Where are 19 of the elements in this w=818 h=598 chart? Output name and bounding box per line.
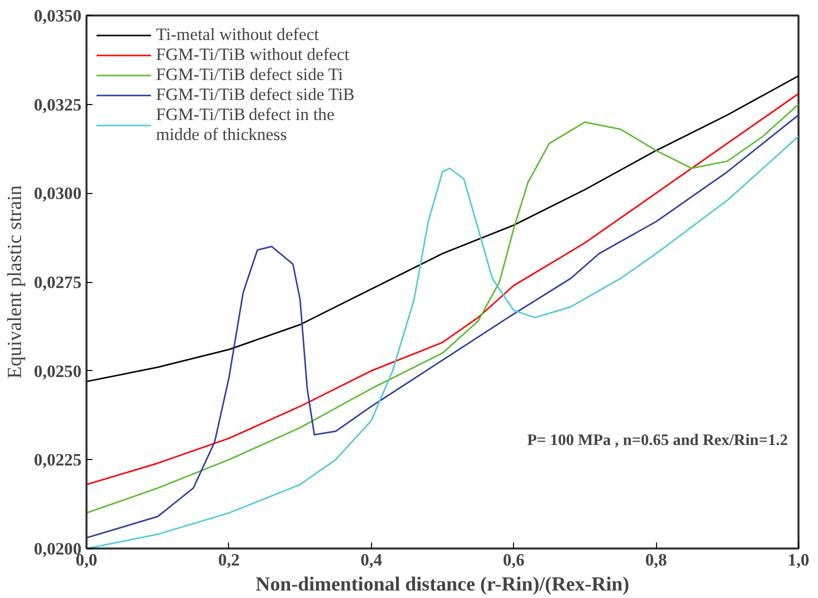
y-tick-label: 0,0275: [34, 273, 82, 292]
x-tick-label: 0,2: [218, 550, 240, 570]
x-tick-label: 0,4: [360, 550, 382, 570]
y-axis-title: Equivalent plastic strain: [4, 185, 26, 379]
y-tick-label: 0,0325: [34, 95, 82, 114]
legend-label: FGM-Ti/TiB without defect: [156, 45, 350, 65]
legend-label: FGM-Ti/TiB defect side Ti: [156, 65, 343, 85]
y-tick-label: 0,0300: [34, 184, 82, 204]
y-tick-label: 0,0250: [34, 362, 82, 381]
x-axis-title: Non-dimentional distance (r-Rin)/(Rex-Rin): [256, 574, 630, 596]
x-tick-label: 1,0: [788, 550, 810, 570]
legend-label: FGM-Ti/TiB defect side TiB: [156, 85, 355, 105]
y-tick-label: 0,0225: [34, 450, 82, 470]
legend-label: Ti-metal without defect: [156, 25, 319, 45]
x-tick-label: 0,8: [645, 550, 668, 570]
x-tick-label: 0,6: [502, 550, 525, 570]
annotation: P= 100 MPa , n=0.65 and Rex/Rin=1.2: [527, 432, 788, 450]
legend-label: FGM-Ti/TiB defect in the midde of thickness: [156, 105, 334, 145]
y-tick-label: 0,0350: [34, 6, 82, 26]
